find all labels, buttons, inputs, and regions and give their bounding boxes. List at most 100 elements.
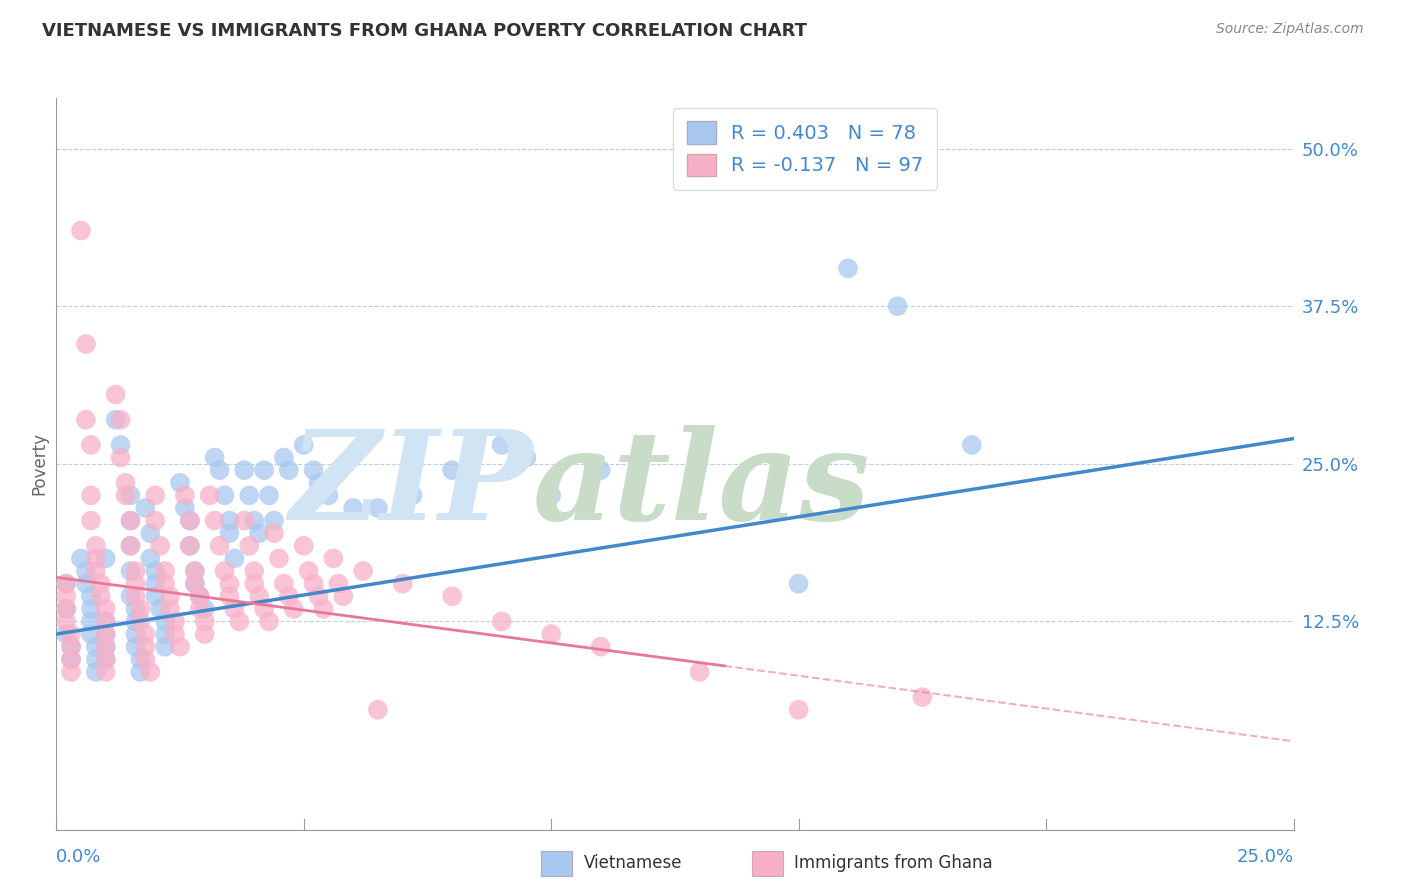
Point <box>114 488 136 502</box>
Point <box>292 438 315 452</box>
Point <box>441 463 464 477</box>
Point <box>253 602 276 616</box>
Point <box>94 640 117 654</box>
Point <box>312 602 335 616</box>
Point <box>94 615 117 629</box>
Point <box>247 589 270 603</box>
Point <box>787 576 810 591</box>
Point <box>247 526 270 541</box>
Point <box>163 615 186 629</box>
Point <box>84 564 107 578</box>
Point <box>94 627 117 641</box>
Point <box>253 463 276 477</box>
Point <box>224 551 246 566</box>
Point <box>277 589 299 603</box>
Point <box>94 665 117 679</box>
Text: Immigrants from Ghana: Immigrants from Ghana <box>794 855 993 872</box>
Y-axis label: Poverty: Poverty <box>30 433 48 495</box>
Point <box>277 463 299 477</box>
Point <box>589 640 612 654</box>
Point <box>184 576 207 591</box>
Point <box>174 500 197 515</box>
Point <box>273 450 295 465</box>
Point <box>94 602 117 616</box>
Point <box>55 589 77 603</box>
Point <box>84 551 107 566</box>
Point <box>120 488 142 502</box>
Point <box>218 526 240 541</box>
Point <box>124 576 146 591</box>
Point <box>60 640 83 654</box>
Point <box>204 514 226 528</box>
Text: Source: ZipAtlas.com: Source: ZipAtlas.com <box>1216 22 1364 37</box>
Point <box>243 564 266 578</box>
Point <box>110 438 132 452</box>
Point <box>302 463 325 477</box>
Point <box>243 576 266 591</box>
Point <box>401 488 423 502</box>
Point <box>94 627 117 641</box>
Point <box>169 475 191 490</box>
Point <box>120 539 142 553</box>
Point <box>129 615 152 629</box>
Point <box>163 627 186 641</box>
Text: VIETNAMESE VS IMMIGRANTS FROM GHANA POVERTY CORRELATION CHART: VIETNAMESE VS IMMIGRANTS FROM GHANA POVE… <box>42 22 807 40</box>
Point <box>120 589 142 603</box>
Point <box>94 551 117 566</box>
Point <box>153 564 176 578</box>
Point <box>104 413 127 427</box>
Point <box>114 475 136 490</box>
Point <box>84 640 107 654</box>
Point <box>90 576 112 591</box>
Point <box>110 413 132 427</box>
Point <box>218 589 240 603</box>
Point <box>80 615 103 629</box>
Point <box>80 627 103 641</box>
Point <box>104 387 127 401</box>
Point <box>540 488 562 502</box>
Point <box>228 615 250 629</box>
Point <box>149 539 172 553</box>
Point <box>194 615 217 629</box>
Point <box>80 514 103 528</box>
Point <box>179 539 201 553</box>
Point <box>60 665 83 679</box>
Point <box>149 602 172 616</box>
Point <box>70 223 93 237</box>
Point <box>80 589 103 603</box>
Point <box>139 551 162 566</box>
Point <box>84 665 107 679</box>
Point <box>911 690 934 705</box>
Point <box>184 564 207 578</box>
Text: ZIP: ZIP <box>288 425 533 547</box>
Point <box>80 488 103 502</box>
Point <box>540 627 562 641</box>
Point <box>143 589 166 603</box>
Point <box>204 450 226 465</box>
Point <box>129 652 152 666</box>
Point <box>129 665 152 679</box>
Point <box>124 615 146 629</box>
Point <box>787 703 810 717</box>
Point <box>308 589 330 603</box>
Point <box>491 438 513 452</box>
Point <box>153 615 176 629</box>
Point <box>233 463 256 477</box>
Legend: R = 0.403   N = 78, R = -0.137   N = 97: R = 0.403 N = 78, R = -0.137 N = 97 <box>673 108 938 190</box>
Point <box>318 488 340 502</box>
Point <box>179 539 201 553</box>
Point <box>243 514 266 528</box>
Point <box>60 652 83 666</box>
Point <box>257 615 280 629</box>
Point <box>143 564 166 578</box>
Point <box>55 576 77 591</box>
Point <box>143 576 166 591</box>
Point <box>194 602 217 616</box>
Point <box>267 551 290 566</box>
Point <box>208 539 231 553</box>
Point <box>55 576 77 591</box>
Point <box>84 652 107 666</box>
Point <box>184 576 207 591</box>
Point <box>120 539 142 553</box>
Point <box>169 640 191 654</box>
